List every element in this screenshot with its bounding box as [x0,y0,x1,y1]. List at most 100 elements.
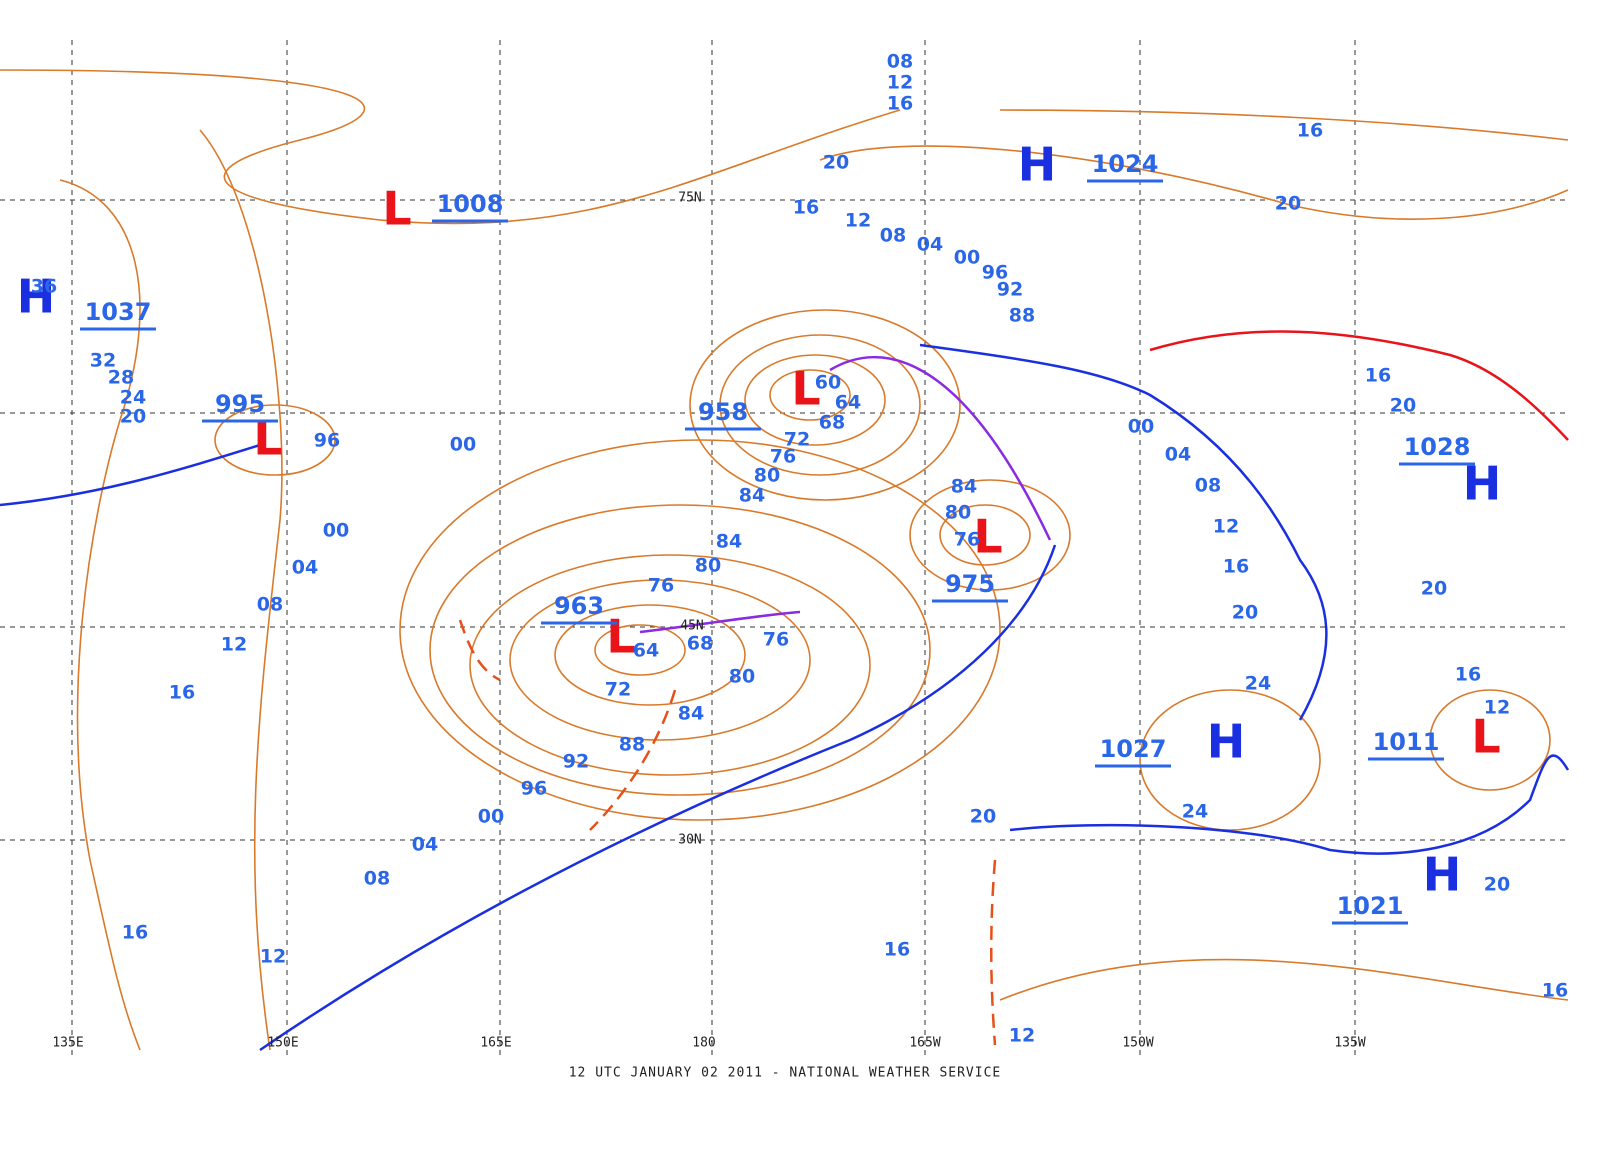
pressure-value: 1027 [1100,735,1167,763]
isobar-label: 36 [31,276,57,298]
isobar-label: 04 [412,834,438,856]
isobar-label: 16 [122,922,148,944]
isobar-label: 24 [120,387,146,409]
isobar-label: 88 [619,734,645,756]
isobar-label: 20 [1275,193,1301,215]
pressure-value: 958 [698,398,748,426]
isobar-label: 76 [763,629,789,651]
pressure-value: 1037 [85,298,152,326]
isobar-label: 04 [917,234,943,256]
pressure-symbol: H [1207,715,1246,769]
pressure-symbol: L [1471,710,1500,764]
isobar-label: 20 [1232,602,1258,624]
pressure-value: 1028 [1404,433,1471,461]
isobar-label: 08 [1195,475,1221,497]
isobar-label: 16 [1365,365,1391,387]
isobar-label: 20 [823,152,849,174]
isobar-label: 84 [716,531,742,553]
longitude-label: 135W [1334,1036,1365,1051]
isobar-label: 80 [729,666,755,688]
isobar-label: 00 [478,806,504,828]
isobar-label: 80 [695,555,721,577]
isobar-label: 00 [450,434,476,456]
isobar-label: 12 [221,634,247,656]
isobar-label: 64 [835,392,861,414]
fronts [0,330,1570,1052]
longitude-label: 150E [267,1036,298,1051]
isobar-label: 76 [648,575,674,597]
isobar-label: 72 [784,429,810,451]
isobar-label: 08 [364,868,390,890]
isobar-label: 64 [633,640,659,662]
isobar-label: 28 [108,367,134,389]
isobar-label: 20 [120,406,146,428]
isobar-label: 00 [954,247,980,269]
pressure-symbol: H [1423,848,1462,902]
pressure-symbol: L [382,182,411,236]
isobar-label: 32 [90,350,116,372]
longitude-label: 150W [1122,1036,1153,1051]
isobars [0,69,1569,1051]
isobar-label: 68 [687,633,713,655]
isobar-label: 96 [982,262,1008,284]
longitude-label: 165E [480,1036,511,1051]
isobar-label: 96 [314,430,340,452]
isobar-label: 96 [521,778,547,800]
isobar-label: 04 [1165,444,1191,466]
isobar-label: 20 [970,806,996,828]
isobar-label: 16 [1297,120,1323,142]
isobar-label: 08 [880,225,906,247]
pressure-value: 963 [554,592,604,620]
isobar-label: 12 [1484,697,1510,719]
isobar-label: 20 [1390,395,1416,417]
latitude-label: 45N [680,619,703,634]
isobar-label: 12 [1213,516,1239,538]
pressure-value: 995 [215,390,265,418]
longitude-label: 135E [52,1036,83,1051]
pressure-value: 975 [945,570,995,598]
isobar-label: 72 [605,679,631,701]
isobar-label: 12 [260,946,286,968]
latitude-label: 75N [678,191,701,206]
isobar-label: 84 [951,476,977,498]
pressure-symbol: L [606,610,635,664]
isobar-label: 08 [257,594,283,616]
pressure-value: 1021 [1337,892,1404,920]
isobar-label: 68 [819,412,845,434]
footer: 12 UTC JANUARY 02 2011 - NATIONAL WEATHE… [569,1066,1002,1081]
isobar-label: 60 [815,372,841,394]
isobar-label: 24 [1182,801,1208,823]
pressure-symbol: H [17,270,56,324]
isobar-label: 84 [739,485,765,507]
pressure-value: 1024 [1092,150,1159,178]
isobar-label: 04 [292,557,318,579]
pressure-symbol: H [1018,138,1057,192]
longitude-label: 165W [909,1036,940,1051]
isobar-label: 16 [887,93,913,115]
isobar-label: 76 [954,529,980,551]
isobar-label: 08 [887,51,913,73]
isobar-label: 16 [1455,664,1481,686]
isobar-label: 88 [1009,305,1035,327]
pressure-value: 1011 [1373,728,1440,756]
isobar-label: 76 [770,446,796,468]
isobar-label: 16 [169,682,195,704]
isobar-label: 24 [1245,673,1271,695]
isobar-label: 16 [793,197,819,219]
pressure-value: 1008 [437,190,504,218]
isobar-label: 20 [1421,578,1447,600]
isobar-label: 84 [678,703,704,725]
isobar-label: 80 [945,502,971,524]
isobar-label: 16 [1542,980,1568,1002]
isobar-label: 00 [323,520,349,542]
isobar-label: 92 [563,751,589,773]
isobar-label: 00 [1128,416,1154,438]
pressure-symbol: L [973,510,1002,564]
isobar-label: 16 [884,939,910,961]
isobar-label: 92 [997,279,1023,301]
isobar-label: 16 [1223,556,1249,578]
isobar-label: 12 [845,210,871,232]
isobar-label: 20 [1484,874,1510,896]
isobar-label: 12 [887,72,913,94]
